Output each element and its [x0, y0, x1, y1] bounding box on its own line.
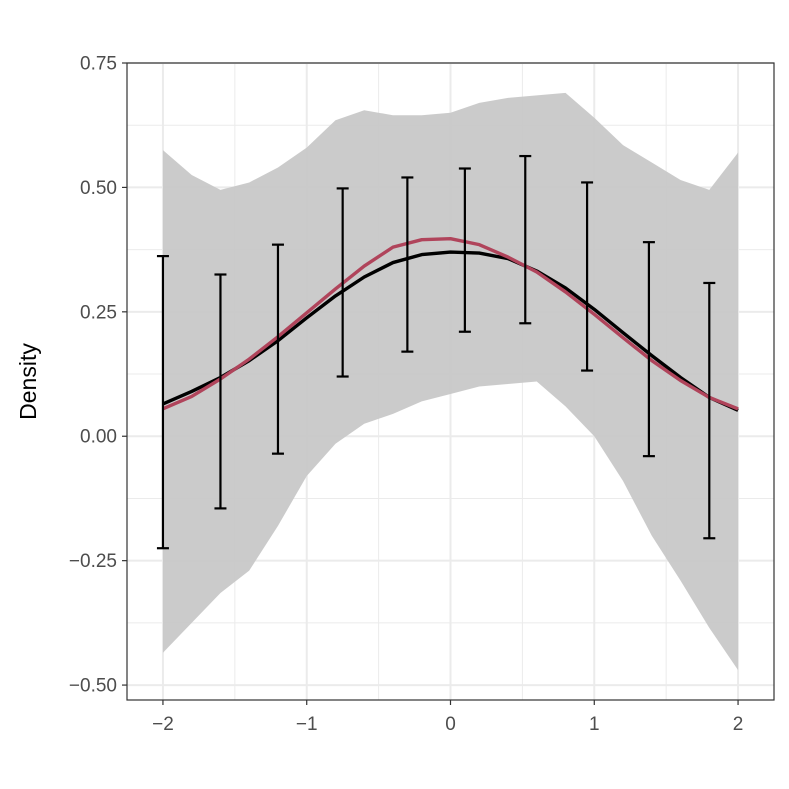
- errorbar: [581, 181, 594, 372]
- axes: −0.50 −0.25 0.00 0.25 0.50 0.75 −2 −1 0 1 2: [69, 54, 743, 736]
- errorbar: [642, 241, 655, 458]
- confidence-band-layer: [162, 92, 739, 671]
- errorbar: [401, 176, 414, 353]
- y-tick-label: 0.50: [80, 178, 117, 199]
- x-tick-label: 0: [445, 714, 456, 735]
- y-tick-label: 0.25: [80, 302, 117, 323]
- confidence-band: [162, 92, 739, 671]
- errorbar: [336, 187, 349, 378]
- y-axis-title: Density: [15, 343, 41, 420]
- errorbar: [519, 154, 532, 325]
- x-tick-label: 2: [733, 714, 744, 735]
- x-tick-label: −1: [296, 714, 318, 735]
- mean-line: [162, 250, 739, 412]
- density-line: [162, 236, 739, 411]
- errorbar: [271, 243, 284, 455]
- y-tick-label: −0.25: [69, 551, 117, 572]
- x-tick-label: 1: [589, 714, 600, 735]
- errorbar: [703, 281, 716, 540]
- y-tick-label: −0.50: [69, 676, 117, 697]
- series-lines-layer: [162, 236, 739, 412]
- y-tick-label: 0.75: [80, 54, 117, 75]
- errorbar: [214, 273, 227, 510]
- errorbar: [458, 167, 471, 333]
- x-tick-label: −2: [152, 714, 174, 735]
- errorbars-layer: [156, 154, 716, 550]
- errorbar: [156, 254, 169, 550]
- y-tick-label: 0.00: [80, 427, 117, 448]
